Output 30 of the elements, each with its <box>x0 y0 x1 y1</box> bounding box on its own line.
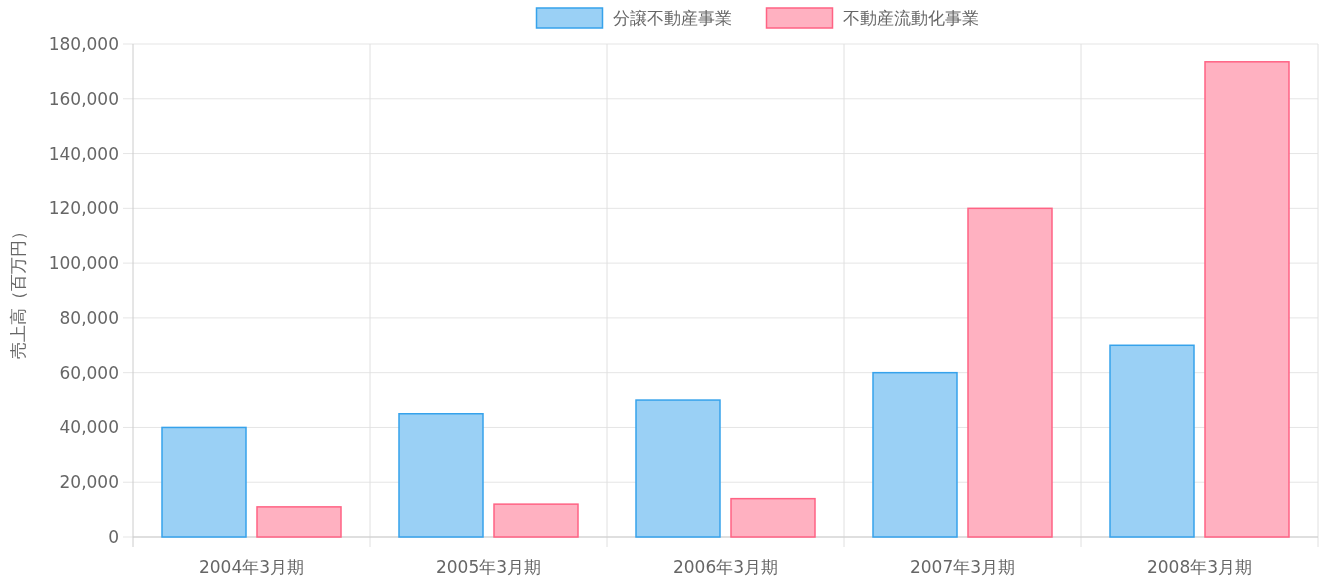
bar <box>493 503 579 538</box>
legend-item: 不動産流動化事業 <box>765 7 979 29</box>
y-tick-label: 140,000 <box>48 143 119 164</box>
bar <box>161 426 247 538</box>
y-tick-label: 120,000 <box>48 198 119 219</box>
bar <box>967 207 1053 538</box>
x-tick-label: 2007年3月期 <box>909 557 1016 577</box>
x-tick-label: 2008年3月期 <box>1146 557 1253 577</box>
legend-label: 分譲不動産事業 <box>612 8 732 28</box>
bar <box>635 399 721 538</box>
y-tick-label: 180,000 <box>48 34 119 54</box>
y-tick-label: 0 <box>108 527 119 547</box>
legend-label: 不動産流動化事業 <box>842 8 979 28</box>
x-tick-label: 2006年3月期 <box>672 557 779 577</box>
y-axis-title: 売上高（百万円） <box>8 222 28 359</box>
y-tick-label: 160,000 <box>48 88 119 109</box>
legend-item: 分譲不動産事業 <box>535 7 732 29</box>
y-tick-label: 100,000 <box>48 253 119 274</box>
y-tick-label: 80,000 <box>59 307 119 328</box>
bar <box>398 413 484 538</box>
bar <box>256 506 342 538</box>
y-tick-label: 60,000 <box>59 362 119 383</box>
bar <box>1204 61 1290 538</box>
y-tick-label: 20,000 <box>59 472 119 493</box>
x-tick-label: 2005年3月期 <box>435 557 542 577</box>
x-tick-label: 2004年3月期 <box>198 557 305 577</box>
y-tick-label: 40,000 <box>59 417 119 438</box>
bar <box>872 371 958 538</box>
bar <box>730 497 816 538</box>
bar <box>1109 344 1195 538</box>
